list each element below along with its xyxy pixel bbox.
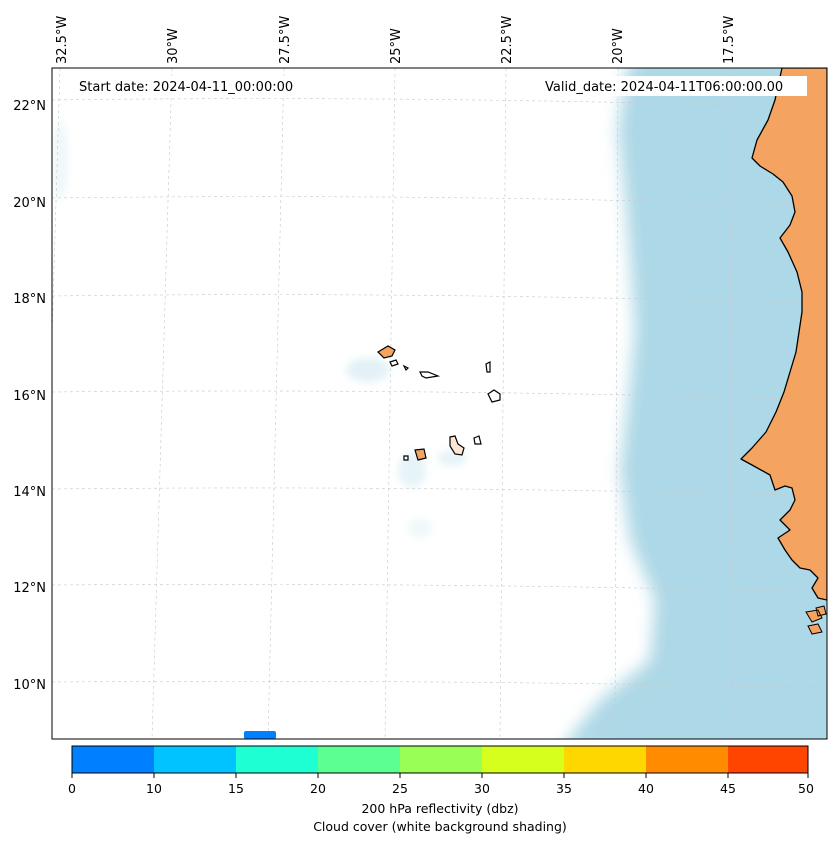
lon-label: 20°W [611, 28, 626, 64]
cloud-patch [346, 358, 390, 382]
reflectivity-patch [244, 731, 276, 739]
lat-label: 18°N [13, 292, 46, 307]
africa-land [740, 68, 827, 601]
valid-date-label: Valid_date: 2024-04-11T06:00:00.00 [545, 80, 783, 95]
colorbar: 0 10 15 20 25 30 35 40 45 50 200 hPa ref… [68, 745, 814, 834]
island-santiago [449, 435, 465, 456]
lat-label: 14°N [13, 485, 46, 500]
colorbar-tick-label: 0 [68, 781, 76, 796]
colorbar-tick-label: 35 [556, 781, 572, 796]
lon-label: 17.5°W [722, 16, 737, 64]
colorbar-segment [564, 746, 646, 773]
colorbar-frame [71, 745, 809, 774]
lat-label: 20°N [13, 196, 46, 211]
colorbar-tick-label: 50 [798, 781, 814, 796]
lon-label: 30°W [166, 28, 181, 64]
gridlines [52, 68, 827, 739]
latitude-labels: 22°N 20°N 18°N 16°N 14°N 12°N 10°N [13, 99, 46, 693]
island-fogo [414, 448, 427, 461]
map-frame [51, 67, 828, 740]
lat-label: 10°N [13, 678, 46, 693]
start-date-box [73, 76, 313, 96]
colorbar-segment [728, 746, 808, 773]
island-sao-vicente [389, 359, 399, 367]
lon-label: 27.5°W [278, 16, 293, 64]
valid-date-box [540, 76, 807, 96]
colorbar-segment [72, 746, 154, 773]
lat-label: 22°N [13, 99, 46, 114]
island-sal [485, 361, 491, 373]
colorbar-segment [646, 746, 728, 773]
lon-label: 22.5°W [500, 16, 515, 64]
colorbar-title: 200 hPa reflectivity (dbz) [361, 801, 518, 816]
cloud-patch [408, 518, 432, 538]
island-boa-vista [487, 389, 501, 403]
island-santo-antao [377, 345, 396, 359]
colorbar-tick-label: 30 [474, 781, 490, 796]
cloud-cover-band-core [613, 68, 827, 739]
colorbar-tick-label: 45 [720, 781, 736, 796]
island-maio [473, 435, 482, 445]
colorbar-tick-label: 10 [146, 781, 162, 796]
colorbar-tick-label: 40 [638, 781, 654, 796]
island-santa-luzia [402, 364, 410, 372]
colorbar-segment [318, 746, 400, 773]
longitude-labels: 32.5°W 30°W 27.5°W 25°W 22.5°W 20°W 17.5… [55, 16, 737, 64]
island-brava [403, 455, 409, 461]
colorbar-tick-label: 25 [392, 781, 408, 796]
guinea-bissau-islands [805, 605, 827, 635]
lon-label: 32.5°W [55, 16, 70, 64]
colorbar-segment [236, 746, 318, 773]
colorbar-segment [154, 746, 236, 773]
lat-label: 16°N [13, 389, 46, 404]
colorbar-tick-label: 20 [310, 781, 326, 796]
lon-label: 25°W [389, 28, 404, 64]
colorbar-tick-marks [71, 773, 809, 778]
cape-verde-islands [377, 345, 501, 461]
colorbar-segment [482, 746, 564, 773]
colorbar-segment [400, 746, 482, 773]
colorbar-tick-label: 15 [228, 781, 244, 796]
cloud-patch [398, 452, 426, 488]
start-date-label: Start date: 2024-04-11_00:00:00 [79, 80, 293, 95]
colorbar-subtitle: Cloud cover (white background shading) [313, 819, 567, 834]
lat-label: 12°N [13, 581, 46, 596]
island-sao-nicolau [419, 371, 441, 379]
cloud-patch [52, 120, 68, 200]
